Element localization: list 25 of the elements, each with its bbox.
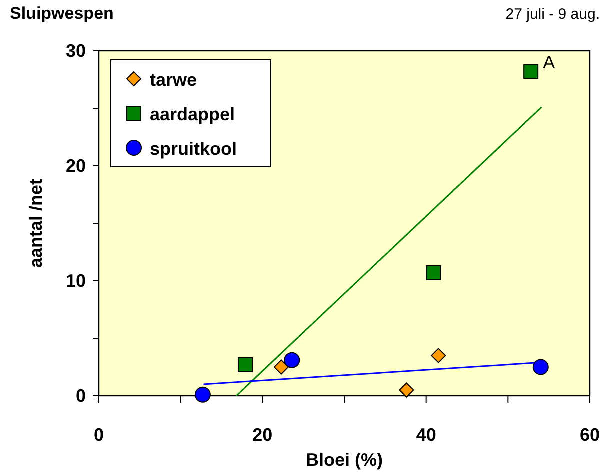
annotation: A (543, 52, 556, 73)
y-tick-label: 0 (76, 386, 86, 406)
x-tick-label: 60 (580, 425, 600, 445)
x-tick-label: 40 (416, 425, 436, 445)
y-axis-title: aantal /net (26, 178, 46, 268)
point (431, 348, 446, 364)
chart-title: Sluipwespen (10, 4, 114, 23)
point (426, 265, 442, 280)
point (399, 382, 414, 398)
point (524, 64, 539, 80)
point (274, 360, 289, 375)
point (284, 352, 300, 368)
legend-label: aardappel (150, 104, 236, 124)
point (194, 386, 211, 403)
y-tick-label: 10 (66, 271, 86, 291)
point (238, 357, 253, 372)
x-axis-title: Bloei (%) (306, 450, 384, 470)
y-tick-label: 20 (66, 156, 86, 176)
legend-label: tarwe (150, 70, 198, 90)
y-tick-label: 30 (66, 41, 86, 61)
chart-subtitle: 27 juli - 9 aug. (506, 6, 600, 23)
x-tick-label: 20 (252, 425, 273, 445)
x-tick-label: 0 (94, 425, 104, 445)
legend-label: spruitkool (150, 139, 238, 159)
point (532, 359, 549, 376)
